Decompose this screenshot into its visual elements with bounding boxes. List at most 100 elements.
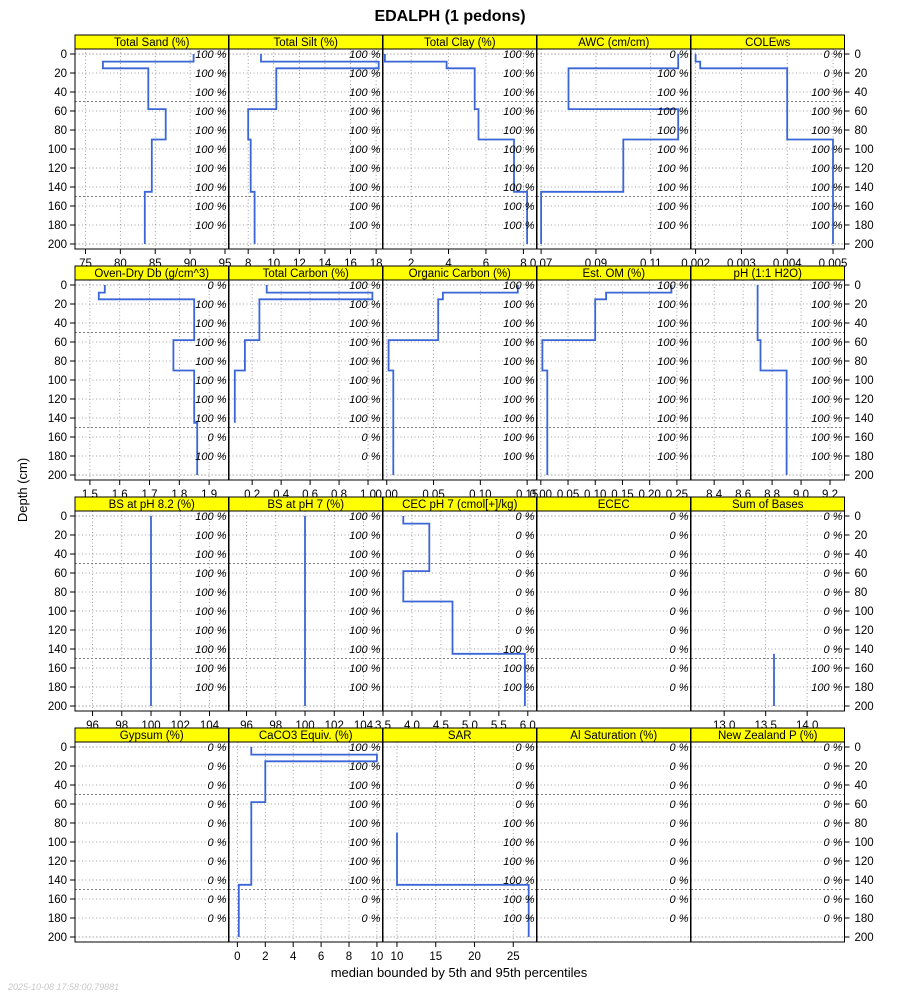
panel-strip-label: Gypsum (%) [120, 730, 184, 742]
percent-label: 100 % [195, 49, 226, 61]
percent-label: 100 % [503, 125, 534, 137]
x-tick-label: 8 [346, 951, 352, 963]
percent-label: 0 % [670, 875, 689, 887]
percent-label: 100 % [195, 144, 226, 156]
panel: Total Carbon (%)100 %100 %100 %100 %100 … [228, 265, 383, 501]
percent-label: 0 % [362, 913, 381, 925]
percent-label: 100 % [349, 780, 380, 792]
panel: Sum of Bases 0 % 0 % 0 % 0 % 0 % 0 % 0 % 0 % 100 … [690, 496, 874, 732]
percent-label: 100 % [503, 318, 534, 330]
percent-label: 100 % [503, 818, 534, 830]
percent-label: 0 % [208, 856, 227, 868]
percent-label: 100 % [811, 163, 842, 175]
percent-label: 0 % [670, 913, 689, 925]
percent-label: 100 % [503, 337, 534, 349]
percent-label: 100 % [657, 220, 688, 232]
percent-label: 100 % [349, 280, 380, 292]
depth-tick-label: 120 [48, 163, 67, 175]
depth-tick-label: 20 [54, 761, 67, 773]
percent-label: 100 % [195, 606, 226, 618]
depth-tick-label: 20 [855, 761, 868, 773]
percent-label: 100 % [503, 68, 534, 80]
percent-label: 100 % [349, 606, 380, 618]
percent-label: 100 % [657, 106, 688, 118]
percent-label: 100 % [503, 432, 534, 444]
x-tick-label: 2 [262, 951, 268, 963]
percent-label: 100 % [349, 163, 380, 175]
depth-tick-label: 140 [48, 644, 67, 656]
depth-tick-label: 180 [855, 682, 874, 694]
depth-tick-label: 160 [48, 201, 67, 213]
depth-tick-label: 40 [54, 318, 67, 330]
x-tick-label: 20 [468, 951, 481, 963]
panel-strip-label: Est. OM (%) [582, 268, 645, 280]
percent-label: 100 % [349, 394, 380, 406]
percent-label: 100 % [195, 87, 226, 99]
percent-label: 100 % [195, 318, 226, 330]
percent-label: 100 % [195, 201, 226, 213]
depth-tick-label: 60 [54, 568, 67, 580]
chart-title: EDALPH (1 pedons) [374, 8, 525, 25]
percent-label: 0 % [670, 663, 689, 675]
depth-tick-label: 160 [855, 201, 874, 213]
depth-tick-label: 140 [48, 413, 67, 425]
median-line [402, 516, 526, 706]
percent-label: 100 % [657, 451, 688, 463]
depth-tick-label: 200 [48, 932, 67, 944]
percent-label: 100 % [503, 182, 534, 194]
percent-label: 100 % [657, 182, 688, 194]
depth-tick-label: 60 [855, 106, 868, 118]
panel-strip-label: Sum of Bases [732, 499, 804, 511]
panel-strip-label: COLEws [745, 37, 791, 49]
percent-label: 100 % [349, 299, 380, 311]
percent-label: 0 % [670, 742, 689, 754]
percent-label: 100 % [503, 837, 534, 849]
percent-label: 100 % [349, 318, 380, 330]
y-axis-label: Depth (cm) [15, 458, 30, 522]
percent-label: 100 % [349, 68, 380, 80]
percent-label: 100 % [503, 394, 534, 406]
percent-label: 100 % [503, 144, 534, 156]
median-line [102, 54, 195, 244]
percent-label: 0 % [824, 549, 843, 561]
depth-tick-label: 100 [48, 375, 67, 387]
percent-label: 100 % [349, 742, 380, 754]
depth-tick-label: 40 [855, 318, 868, 330]
percent-label: 0 % [516, 761, 535, 773]
percent-label: 100 % [195, 356, 226, 368]
percent-label: 100 % [503, 356, 534, 368]
x-tick-label: 25 [507, 951, 520, 963]
depth-tick-label: 80 [855, 818, 868, 830]
panel-strip-label: BS at pH 8.2 (%) [109, 499, 195, 511]
depth-tick-label: 60 [54, 337, 67, 349]
percent-label: 0 % [362, 432, 381, 444]
percent-label: 100 % [503, 280, 534, 292]
percent-label: 100 % [811, 106, 842, 118]
percent-label: 0 % [824, 49, 843, 61]
median-line [233, 285, 374, 423]
depth-tick-label: 100 [48, 606, 67, 618]
depth-tick-label: 100 [48, 144, 67, 156]
depth-tick-label: 160 [48, 894, 67, 906]
percent-label: 100 % [811, 220, 842, 232]
percent-label: 0 % [824, 625, 843, 637]
percent-label: 100 % [503, 663, 534, 675]
median-line [540, 54, 680, 244]
percent-label: 100 % [503, 106, 534, 118]
percent-label: 100 % [657, 394, 688, 406]
percent-label: 0 % [516, 587, 535, 599]
panel-strip-label: New Zealand P (%) [718, 730, 818, 742]
percent-label: 100 % [811, 337, 842, 349]
median-line [97, 285, 199, 475]
percent-label: 100 % [657, 299, 688, 311]
percent-label: 0 % [670, 587, 689, 599]
percent-label: 100 % [811, 375, 842, 387]
percent-label: 0 % [824, 587, 843, 599]
percent-label: 100 % [195, 182, 226, 194]
depth-tick-label: 160 [48, 663, 67, 675]
panel-strip-label: Organic Carbon (%) [409, 268, 511, 280]
percent-label: 100 % [349, 799, 380, 811]
x-tick-label: 6 [483, 258, 489, 270]
depth-tick-label: 180 [855, 220, 874, 232]
